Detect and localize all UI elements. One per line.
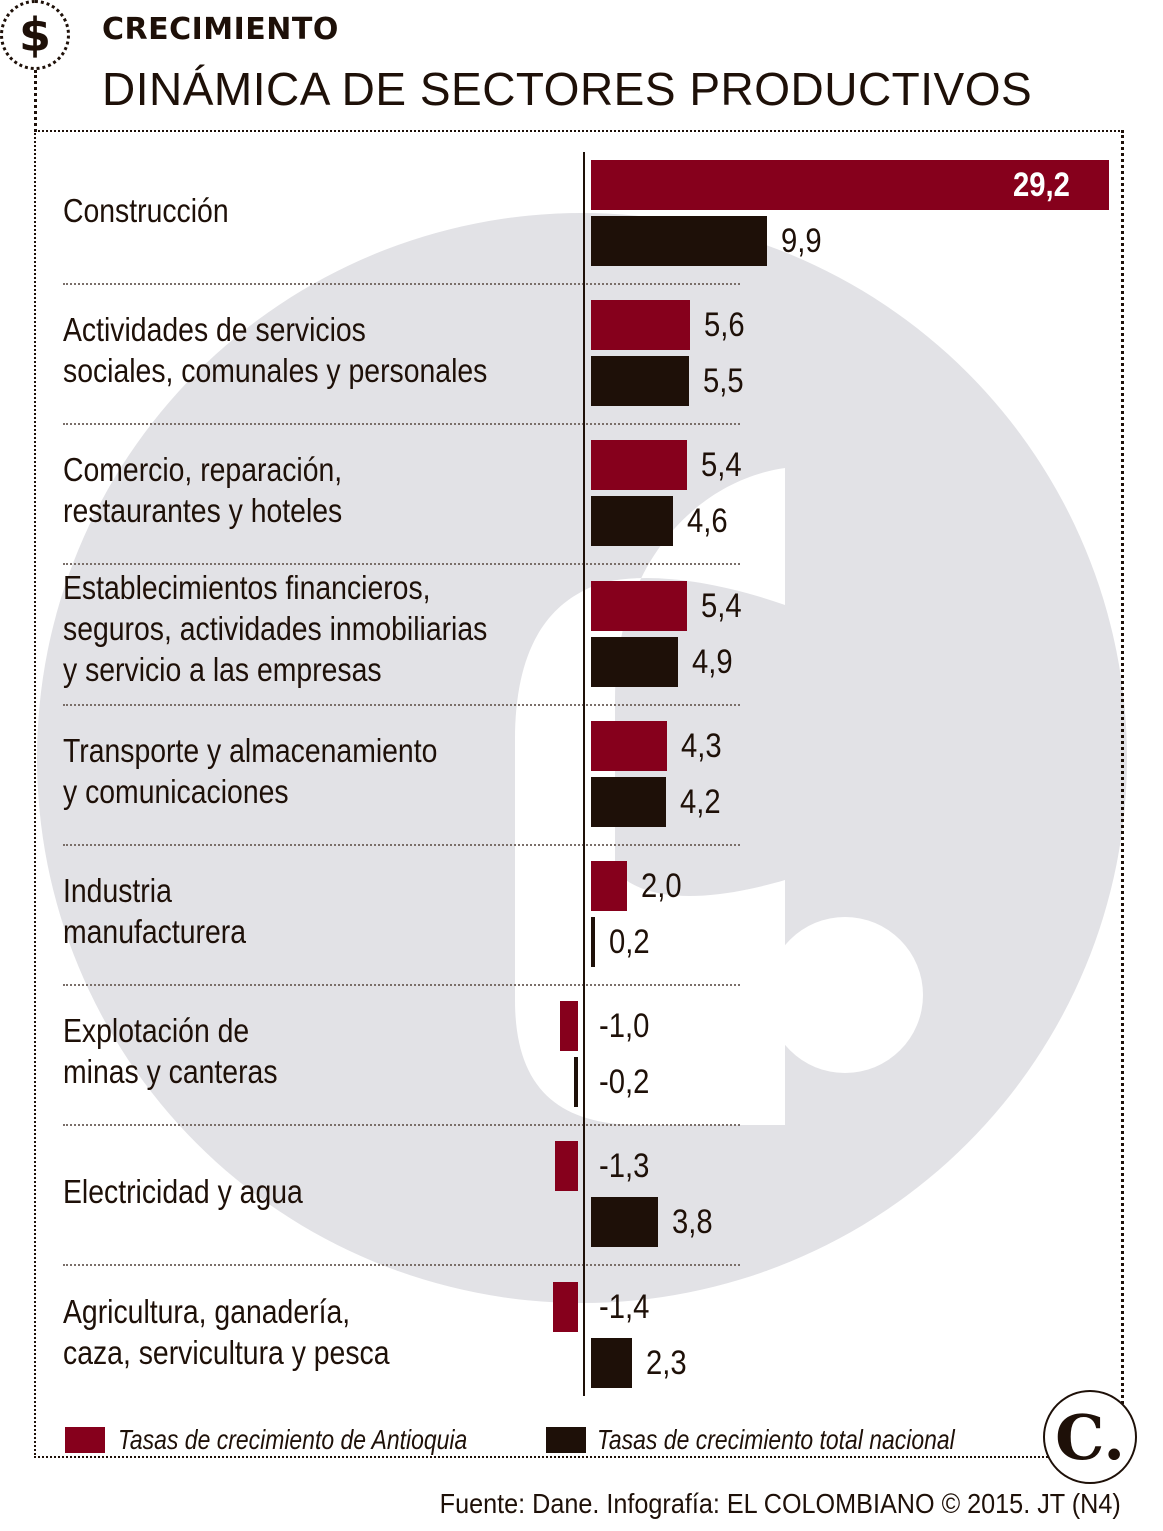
chart-frame: [34, 130, 1124, 1458]
bar-nacional: [591, 776, 666, 827]
bar-antioquia: [591, 300, 691, 351]
zero-axis: [583, 152, 585, 1396]
bar-antioquia: [591, 440, 687, 491]
dollar-glyph: $: [18, 8, 51, 62]
row-separator: [63, 423, 740, 426]
value-label: -1,3: [599, 1147, 650, 1186]
bar-antioquia: [591, 160, 1110, 210]
bar-nacional: [591, 356, 689, 407]
bar-nacional: [591, 496, 673, 547]
value-label: 4,6: [686, 502, 728, 541]
value-label: 3,8: [672, 1203, 714, 1242]
value-label: -0,2: [599, 1063, 650, 1102]
chart-title: DINÁMICA DE SECTORES PRODUCTIVOS: [102, 63, 1033, 115]
value-label: 4,9: [691, 642, 733, 681]
category-label: Industria manufacturera: [63, 872, 246, 950]
value-label: 5,6: [704, 306, 746, 345]
watermark-c-shape: [515, 468, 785, 1125]
bar-nacional: [574, 1057, 578, 1108]
kicker: CRECIMIENTO: [102, 12, 339, 47]
row-separator: [63, 843, 740, 846]
category-label: Construcción: [63, 191, 229, 229]
value-label: 4,3: [681, 726, 722, 765]
value-label: -1,0: [599, 1007, 650, 1046]
category-label: Actividades de servicios sociales, comuna…: [63, 311, 488, 390]
legend-label-nacional: Tasas de crecimiento total nacional: [597, 1424, 955, 1455]
row-separator: [63, 283, 740, 285]
bar-antioquia: [553, 1281, 578, 1332]
el-colombiano-logo-icon: C.: [1043, 1390, 1137, 1484]
row-separator: [63, 563, 740, 566]
dollar-icon: $: [0, 0, 70, 70]
value-label: -1,4: [599, 1287, 650, 1326]
row-separator: [63, 703, 740, 706]
legend-label-antioquia: Tasas de crecimiento de Antioquia: [118, 1424, 468, 1455]
category-label: Comercio, reparación, restaurantes y hote…: [63, 451, 343, 530]
bar-nacional: [591, 917, 595, 967]
bar-antioquia: [591, 861, 627, 911]
bar-antioquia: [591, 720, 668, 771]
value-label: 5,4: [700, 446, 742, 485]
bar-antioquia: [554, 1141, 578, 1192]
row-separator: [63, 1264, 740, 1267]
value-label: 5,4: [700, 586, 742, 625]
value-label: 2,3: [645, 1343, 687, 1382]
watermark-dot: [767, 917, 923, 1073]
value-label: 0,2: [608, 923, 650, 961]
logo-glyph: C.: [1055, 1400, 1125, 1474]
bar-antioquia: [591, 580, 687, 631]
bar-nacional: [591, 216, 767, 266]
value-label: 9,9: [780, 222, 822, 260]
bar-nacional: [591, 636, 678, 687]
value-label: 4,2: [679, 782, 721, 821]
source-credit: Fuente: Dane. Infografía: EL COLOMBIANO …: [439, 1488, 1121, 1519]
legend-swatch-nacional: [546, 1427, 586, 1453]
value-label: 5,5: [702, 362, 744, 401]
row-separator: [63, 1124, 740, 1127]
category-label: Transporte y almacenamiento y comunicacio…: [63, 731, 438, 810]
value-label: 2,0: [640, 867, 682, 905]
connector-line: [34, 70, 37, 132]
legend-swatch-antioquia: [65, 1427, 105, 1453]
bar-nacional: [591, 1337, 632, 1388]
bar-nacional: [591, 1197, 659, 1248]
category-label: Explotación de minas y canteras: [63, 1012, 278, 1091]
category-label: Agricultura, ganadería, caza, servicultur…: [63, 1292, 390, 1371]
category-label: Electricidad y agua: [63, 1172, 303, 1210]
value-label: 29,2: [1013, 166, 1071, 204]
bar-antioquia: [560, 1001, 578, 1052]
row-separator: [63, 984, 740, 986]
category-label: Establecimientos financieros, seguros, ac…: [63, 569, 488, 689]
